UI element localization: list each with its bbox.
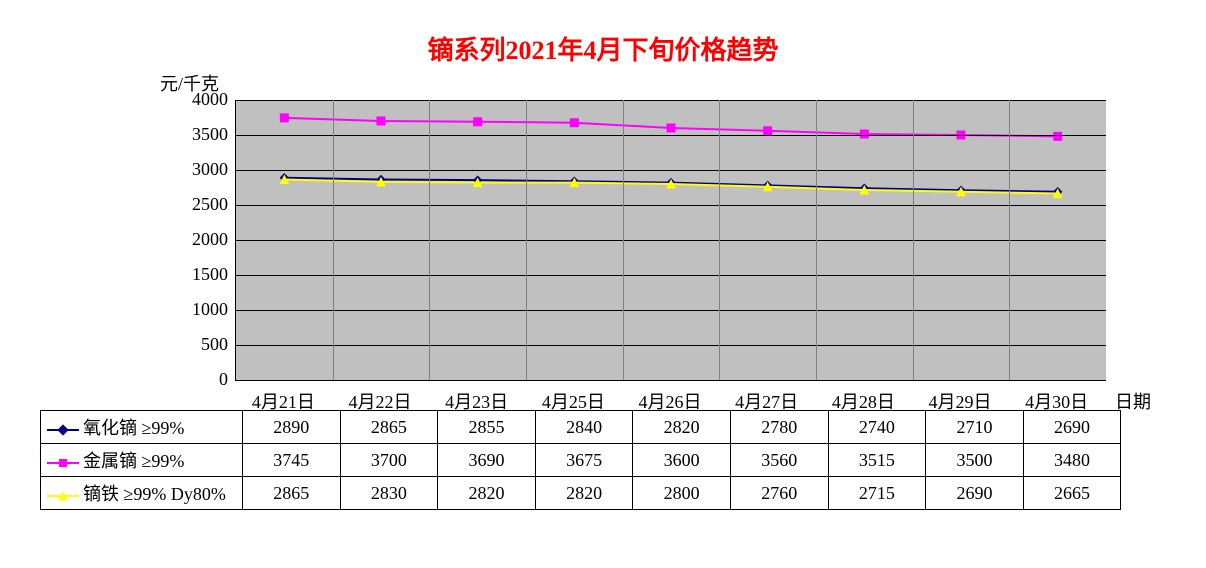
legend-marker-icon (57, 424, 68, 435)
gridline (236, 135, 1106, 136)
data-cell: 2710 (926, 411, 1024, 444)
data-cell: 2820 (633, 411, 731, 444)
series-marker (377, 117, 385, 125)
legend-cell: 镝铁 ≥99% Dy80% (41, 477, 243, 510)
legend-cell: 金属镝 ≥99% (41, 444, 243, 477)
chart-container: 镝系列2021年4月下旬价格趋势 元/千克 日期 050010001500200… (0, 0, 1206, 568)
data-cell: 2690 (926, 477, 1024, 510)
data-cell: 2690 (1023, 411, 1121, 444)
legend-marker-icon (59, 459, 67, 467)
x-gridline (719, 100, 720, 380)
table-row: 镝铁 ≥99% Dy80%286528302820282028002760271… (41, 477, 1121, 510)
data-cell: 3560 (730, 444, 828, 477)
series-name: 镝铁 ≥99% Dy80% (83, 484, 226, 504)
gridline (236, 170, 1106, 171)
chart-title: 镝系列2021年4月下旬价格趋势 (0, 30, 1206, 67)
y-tick-label: 2000 (168, 229, 228, 250)
x-gridline (1009, 100, 1010, 380)
data-cell: 2780 (730, 411, 828, 444)
gridline (236, 100, 1106, 101)
data-cell: 3515 (828, 444, 926, 477)
data-cell: 3745 (243, 444, 341, 477)
legend-cell: 氧化镝 ≥99% (41, 411, 243, 444)
data-cell: 2760 (730, 477, 828, 510)
series-name: 金属镝 ≥99% (83, 451, 184, 471)
series-marker (860, 130, 868, 138)
legend-swatch (47, 495, 79, 497)
series-name: 氧化镝 ≥99% (83, 418, 184, 438)
gridline (236, 345, 1106, 346)
data-cell: 3600 (633, 444, 731, 477)
series-marker (474, 118, 482, 126)
gridline (236, 310, 1106, 311)
data-cell: 3480 (1023, 444, 1121, 477)
data-cell: 2865 (340, 411, 438, 444)
table-row: 金属镝 ≥99% 37453700369036753600356035153500… (41, 444, 1121, 477)
y-tick-label: 1000 (168, 299, 228, 320)
data-cell: 2820 (438, 477, 536, 510)
gridline (236, 275, 1106, 276)
y-tick-label: 500 (168, 334, 228, 355)
data-cell: 3690 (438, 444, 536, 477)
data-cell: 3500 (926, 444, 1024, 477)
data-cell: 2865 (243, 477, 341, 510)
data-cell: 2740 (828, 411, 926, 444)
x-gridline (526, 100, 527, 380)
data-cell: 2715 (828, 477, 926, 510)
data-cell: 2830 (340, 477, 438, 510)
legend-marker-icon (58, 491, 68, 500)
series-marker (280, 114, 288, 122)
y-tick-label: 0 (168, 369, 228, 390)
y-tick-label: 4000 (168, 89, 228, 110)
gridline (236, 205, 1106, 206)
data-cell: 2840 (535, 411, 633, 444)
data-table: 氧化镝 ≥99%28902865285528402820278027402710… (40, 410, 1121, 510)
data-cell: 2665 (1023, 477, 1121, 510)
series-marker (667, 124, 675, 132)
table-row: 氧化镝 ≥99% 28902865285528402820278027402710… (41, 411, 1121, 444)
legend-swatch (47, 462, 79, 464)
x-gridline (913, 100, 914, 380)
data-cell: 2890 (243, 411, 341, 444)
data-cell: 2855 (438, 411, 536, 444)
data-cell: 3675 (535, 444, 633, 477)
x-gridline (333, 100, 334, 380)
x-gridline (816, 100, 817, 380)
data-cell: 2800 (633, 477, 731, 510)
y-tick-label: 3500 (168, 124, 228, 145)
series-marker (1054, 132, 1062, 140)
series-marker (570, 119, 578, 127)
gridline (236, 240, 1106, 241)
series-marker (764, 127, 772, 135)
plot-area (235, 100, 1106, 381)
y-tick-label: 3000 (168, 159, 228, 180)
y-tick-label: 1500 (168, 264, 228, 285)
data-cell: 3700 (340, 444, 438, 477)
y-tick-label: 2500 (168, 194, 228, 215)
x-gridline (623, 100, 624, 380)
legend-swatch (47, 429, 79, 431)
data-cell: 2820 (535, 477, 633, 510)
x-gridline (429, 100, 430, 380)
